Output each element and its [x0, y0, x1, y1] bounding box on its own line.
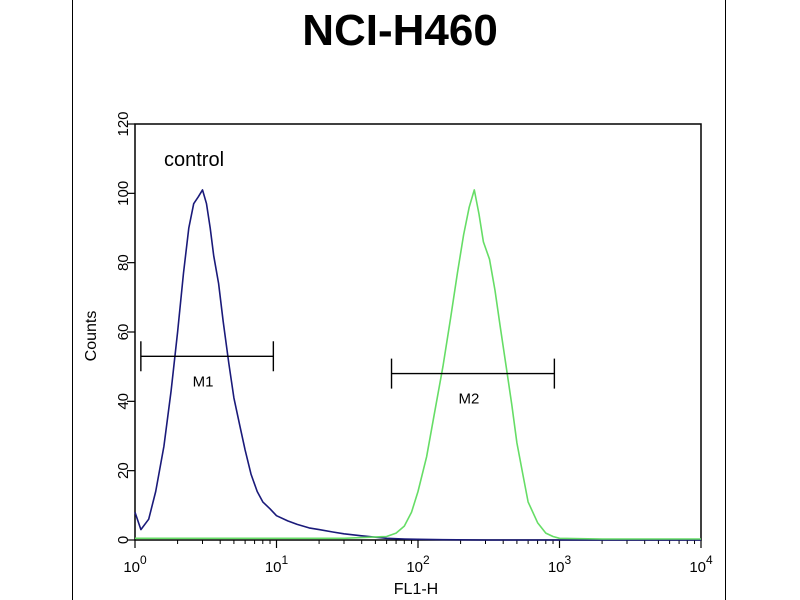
- series-line-2: [135, 189, 701, 540]
- x-tick-label: 100: [123, 553, 147, 576]
- y-tick-label: 40: [115, 393, 132, 410]
- marker-label-m2: M2: [459, 391, 480, 408]
- series-line-1: [134, 189, 701, 541]
- y-axis: 0 20 40 60 80 100 120: [115, 111, 135, 544]
- x-axis: 100 101 102 103 104: [123, 540, 713, 576]
- y-tick-label: 60: [115, 324, 132, 341]
- x-tick-label: 103: [548, 553, 572, 576]
- y-tick-label: 100: [115, 181, 132, 206]
- plot-area: [134, 123, 702, 541]
- chart-title: NCI-H460: [302, 6, 498, 55]
- y-tick-label: 20: [115, 462, 132, 479]
- y-axis-title: Counts: [83, 311, 100, 362]
- series-group: [134, 189, 701, 541]
- marker-group: M1 M2: [140, 341, 556, 408]
- y-tick-label: 0: [115, 536, 132, 544]
- control-label: control: [164, 149, 224, 171]
- y-tick-label: 120: [115, 111, 132, 136]
- marker-label-m1: M1: [193, 373, 214, 390]
- y-tick-label: 80: [115, 254, 132, 271]
- x-tick-label: 101: [265, 553, 289, 576]
- x-tick-label: 104: [689, 553, 713, 576]
- x-axis-title: FL1-H: [394, 581, 438, 598]
- x-tick-label: 102: [406, 553, 430, 576]
- chart-frame: [72, 0, 726, 600]
